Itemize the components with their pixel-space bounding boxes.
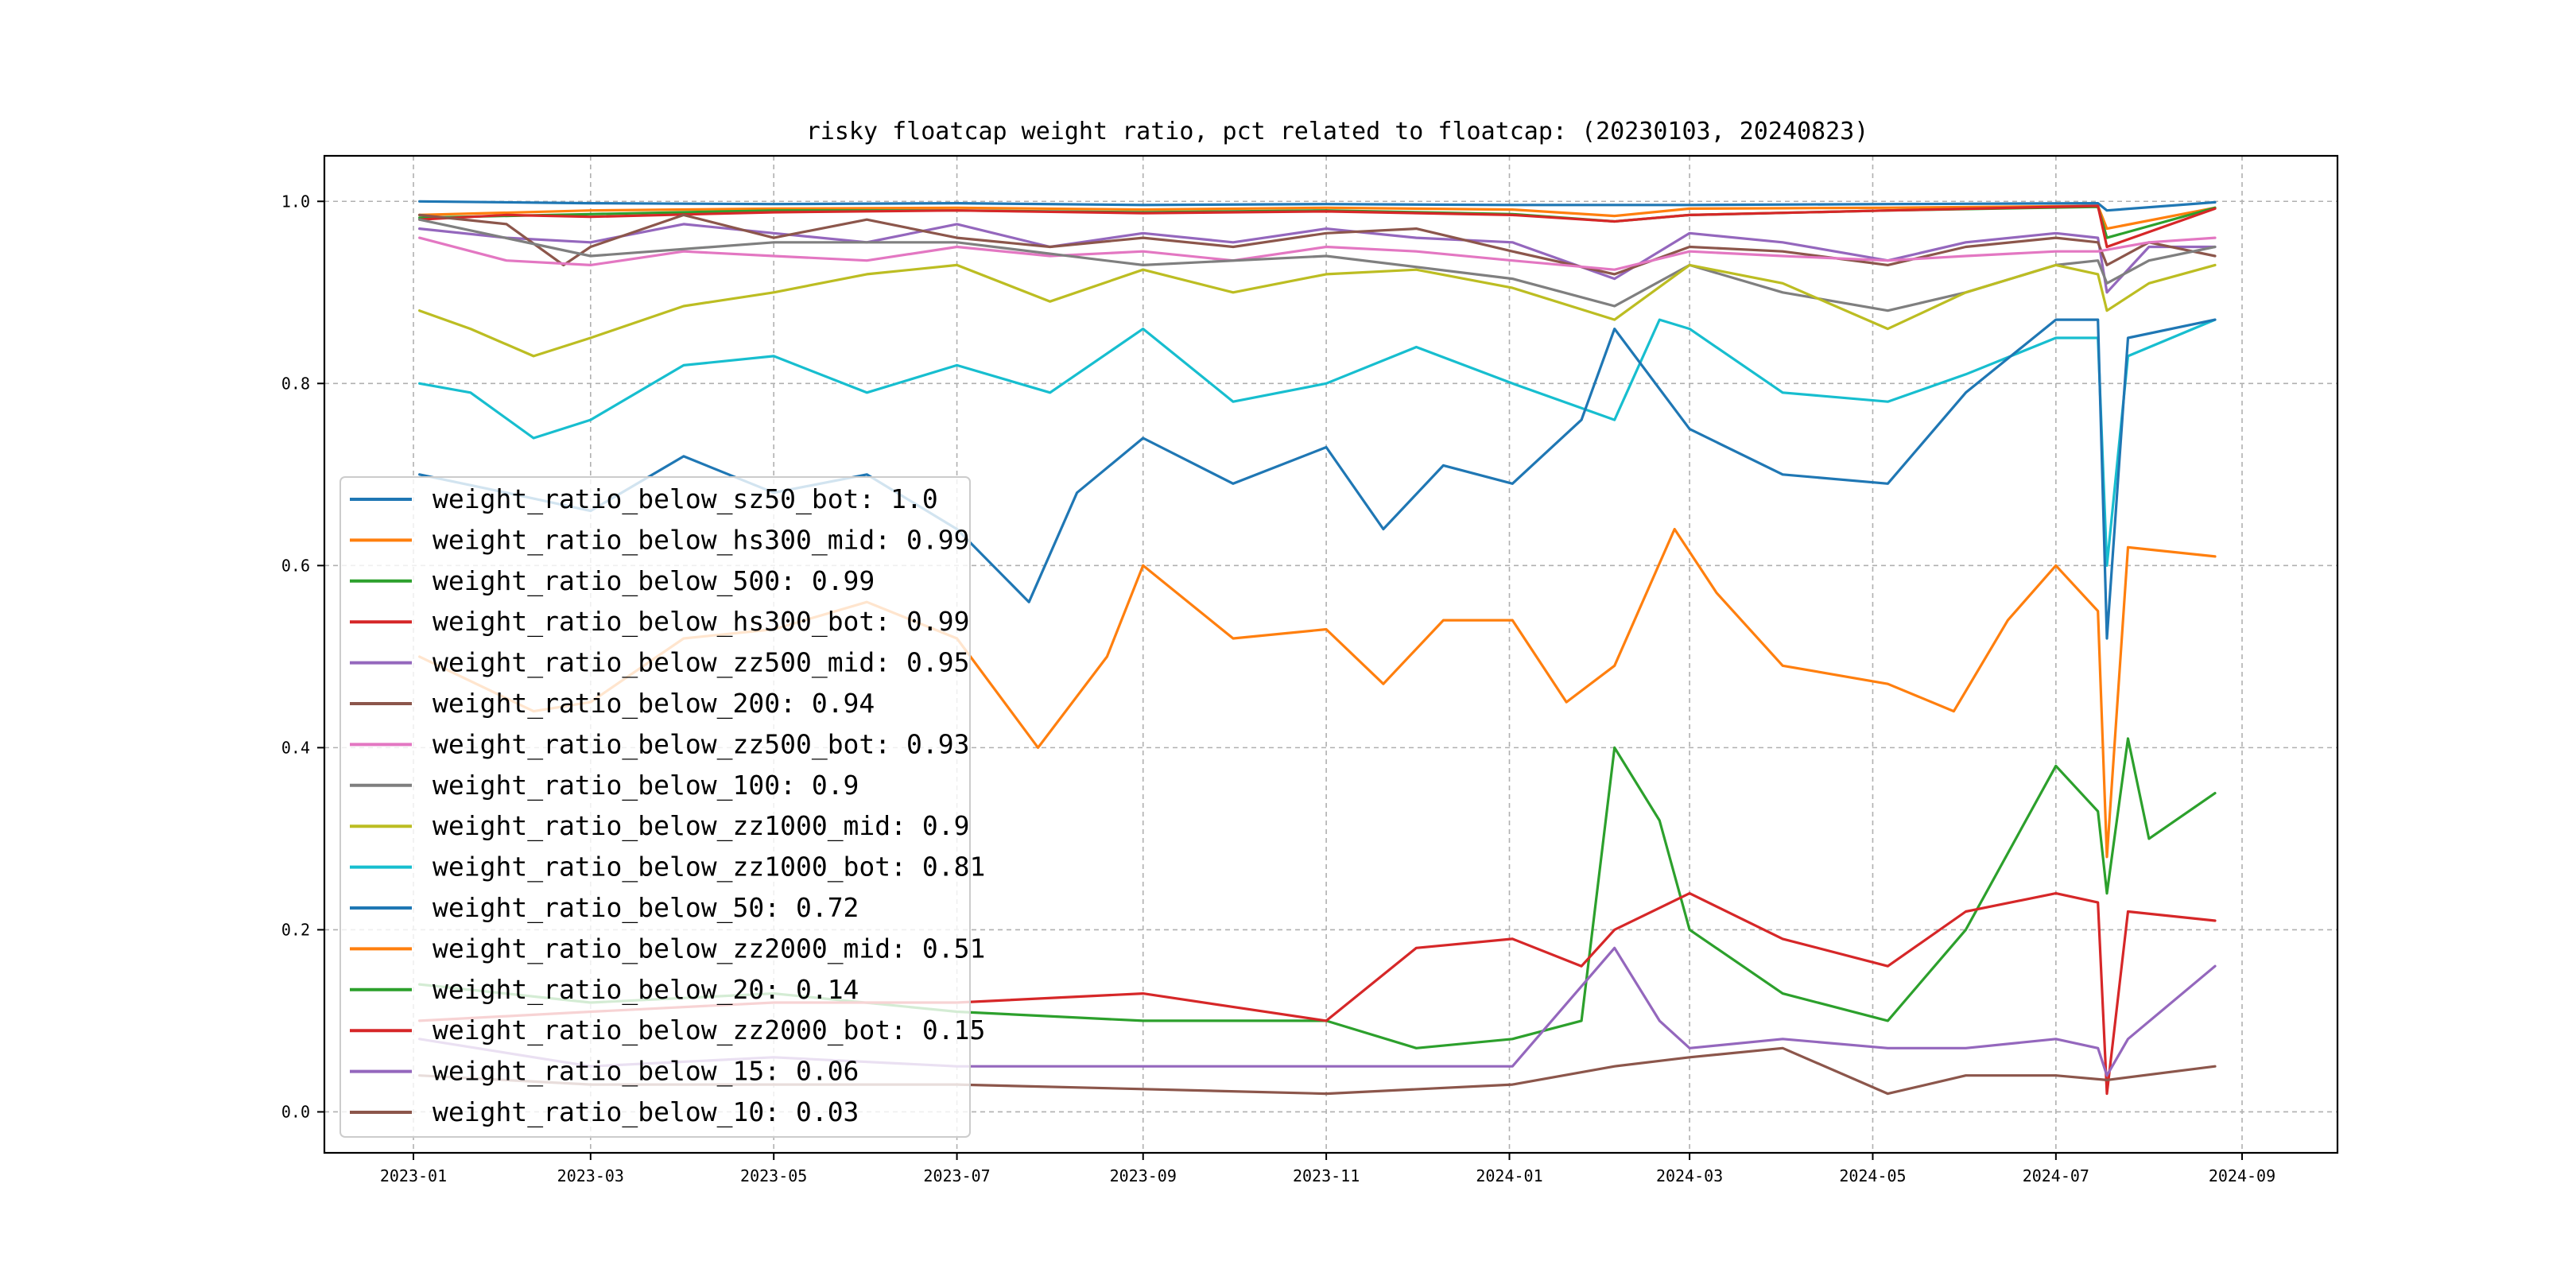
chart-title: risky floatcap weight ratio, pct related… (806, 118, 1869, 145)
legend-entry: weight_ratio_below_zz500_bot: 0.93 (433, 728, 970, 760)
series-line-weight_ratio_below_sz50_bot (417, 200, 2217, 212)
x-tick-label: 2023-01 (380, 1166, 447, 1185)
plot-area-frame (323, 154, 2339, 1154)
legend-entry: weight_ratio_below_zz1000_mid: 0.9 (433, 810, 970, 842)
x-tick-label: 2023-03 (557, 1166, 624, 1185)
legend-entry: weight_ratio_below_50: 0.72 (433, 892, 859, 924)
y-tick-label: 0.8 (281, 374, 310, 393)
x-tick-label: 2024-05 (1839, 1166, 1906, 1185)
legend-entry: weight_ratio_below_200: 0.94 (433, 688, 875, 720)
x-tick-label: 2023-09 (1110, 1166, 1177, 1185)
series-line-weight_ratio_below_zz1000_bot (417, 318, 2217, 567)
series-line-weight_ratio_below_zz1000_mid (417, 263, 2217, 358)
x-tick-label: 2023-05 (740, 1166, 807, 1185)
legend: weight_ratio_below_sz50_bot: 1.0 weight_r… (339, 476, 985, 1138)
y-tick-label: 0.0 (281, 1102, 310, 1121)
series-line-weight_ratio_below_200 (417, 213, 2217, 276)
legend-entry: weight_ratio_below_zz2000_mid: 0.51 (433, 933, 985, 964)
x-tick-label: 2024-03 (1656, 1166, 1723, 1185)
y-axis-ticks: 0.0 0.2 0.4 0.6 0.8 1.0 (281, 192, 324, 1121)
legend-entry: weight_ratio_below_10: 0.03 (433, 1096, 859, 1128)
x-tick-label: 2024-09 (2209, 1166, 2275, 1185)
legend-box (339, 476, 971, 1138)
x-tick-label: 2023-11 (1293, 1166, 1360, 1185)
legend-entry: weight_ratio_below_hs300_mid: 0.99 (433, 524, 970, 556)
legend-entry: weight_ratio_below_zz1000_bot: 0.81 (433, 852, 985, 883)
legend-entry: weight_ratio_below_100: 0.9 (433, 770, 859, 801)
series-line-weight_ratio_below_zz500_bot (417, 236, 2217, 271)
series-line-weight_ratio_below_20 (417, 737, 2217, 1049)
x-tick-label: 2024-01 (1476, 1166, 1542, 1185)
y-tick-label: 0.2 (281, 920, 310, 939)
series-line-weight_ratio_below_hs300_bot (417, 204, 2217, 249)
x-tick-label: 2024-07 (2023, 1166, 2089, 1185)
legend-entry: weight_ratio_below_zz2000_bot: 0.15 (433, 1014, 985, 1046)
legend-entry: weight_ratio_below_sz50_bot: 1.0 (433, 483, 938, 515)
series-lines (417, 200, 2217, 1096)
legend-entry: weight_ratio_below_hs300_bot: 0.99 (433, 606, 970, 638)
legend-entry: weight_ratio_below_500: 0.99 (433, 565, 875, 597)
x-axis-ticks: 2023-01 2023-03 2023-05 2023-07 2023-09 2023-… (380, 1153, 2275, 1185)
legend-entry: weight_ratio_below_20: 0.14 (433, 974, 859, 1006)
y-tick-label: 0.6 (281, 556, 310, 575)
legend-entry: weight_ratio_below_15: 0.06 (433, 1056, 859, 1088)
legend-entry: weight_ratio_below_zz500_mid: 0.95 (433, 647, 970, 679)
y-tick-label: 0.4 (281, 738, 310, 757)
x-tick-label: 2023-07 (923, 1166, 990, 1185)
y-tick-label: 1.0 (281, 192, 310, 211)
